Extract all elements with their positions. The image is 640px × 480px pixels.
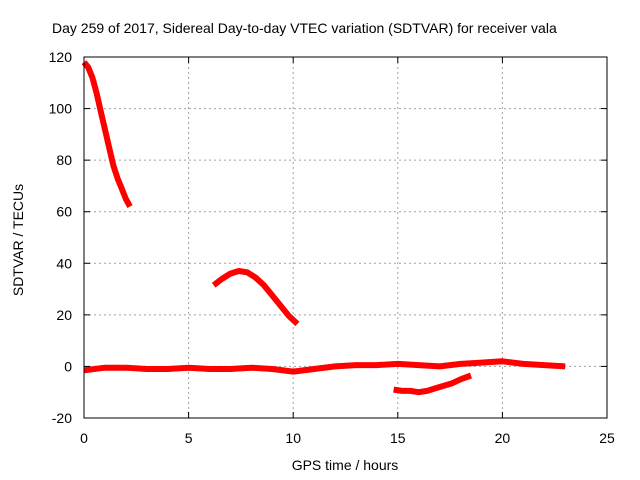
plot-frame	[83, 56, 608, 419]
y-tick-label: 120	[49, 49, 73, 65]
chart-title: Day 259 of 2017, Sidereal Day-to-day VTE…	[52, 20, 557, 36]
axis-ticks: 0 5 10 15 20 25 -20 0 20 40 60 80 100 120	[49, 49, 615, 446]
y-tick-label: 0	[64, 358, 72, 374]
x-tick-label: 15	[390, 430, 406, 446]
x-tick-label: 10	[285, 430, 301, 446]
y-tick-label: 60	[56, 204, 72, 220]
x-axis-label: GPS time / hours	[291, 457, 399, 473]
y-tick-label: 100	[49, 101, 73, 117]
y-tick-label: -20	[52, 410, 72, 426]
x-tick-label: 0	[80, 430, 88, 446]
x-tick-label: 5	[185, 430, 193, 446]
y-tick-label: 40	[56, 255, 72, 271]
y-tick-label: 20	[56, 307, 72, 323]
data-series	[81, 60, 566, 396]
series-arc-2	[211, 268, 300, 327]
x-tick-label: 20	[495, 430, 511, 446]
series-arc-1	[81, 60, 133, 209]
series-arc-3	[393, 372, 473, 396]
series-baseline	[83, 358, 566, 375]
y-axis-label: SDTVAR / TECUs	[10, 183, 26, 297]
y-tick-label: 80	[56, 152, 72, 168]
x-tick-label: 25	[599, 430, 615, 446]
